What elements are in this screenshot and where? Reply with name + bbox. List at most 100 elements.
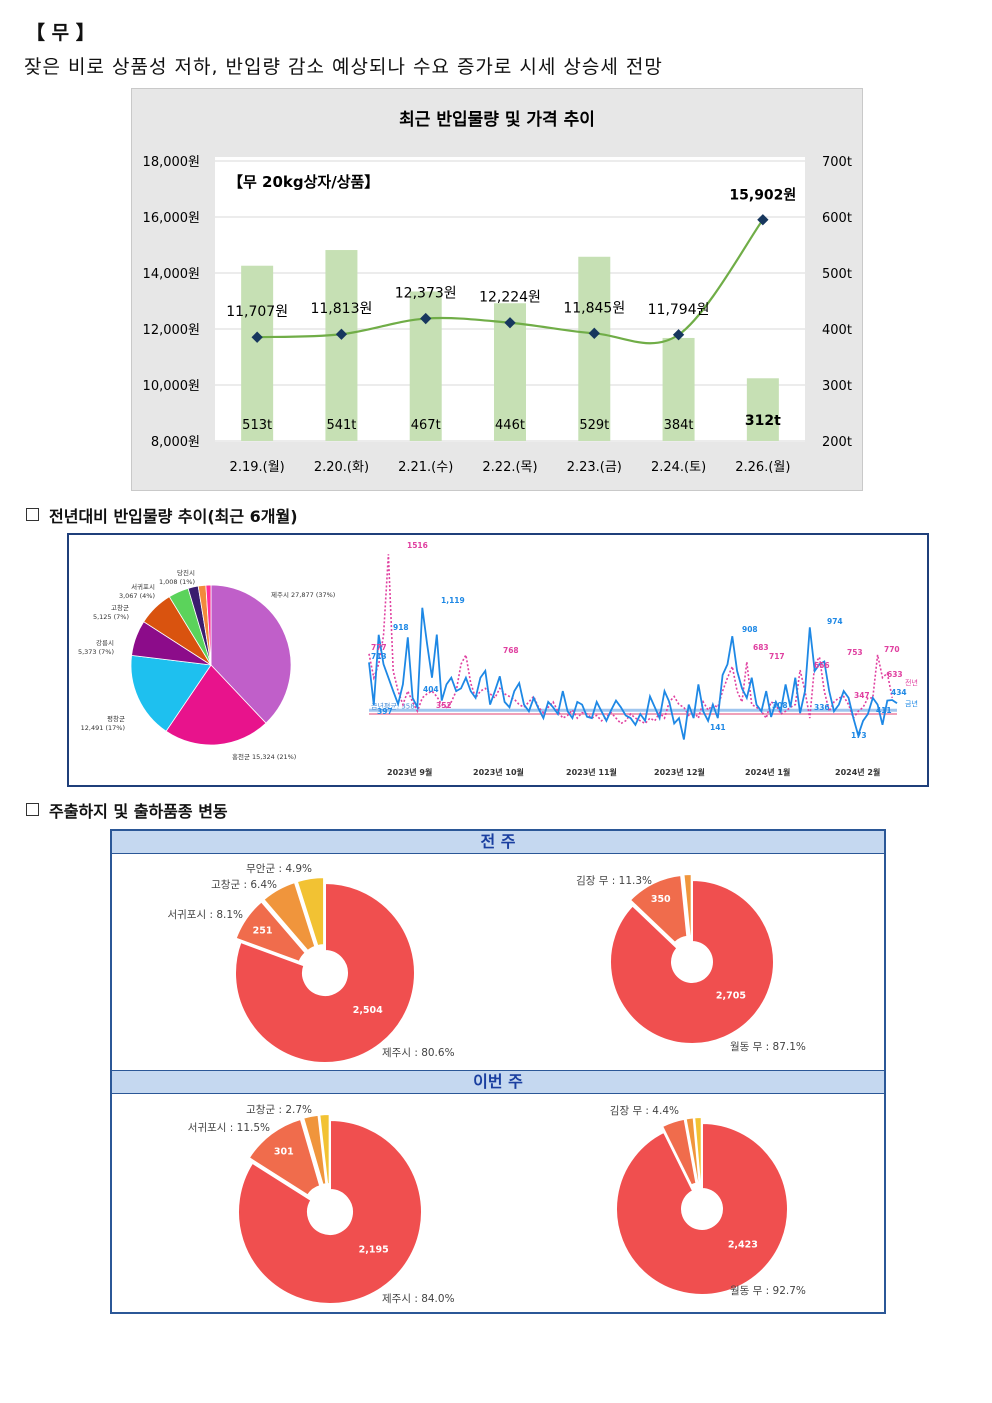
donut-outer-label: 월동 무 : 87.1%: [730, 1041, 806, 1053]
y-left-tick: 12,000원: [143, 323, 200, 338]
y-right-tick: 700t: [822, 155, 852, 170]
trend-data-label: 434: [891, 688, 907, 697]
x-tick: 2.20.(화): [314, 460, 369, 475]
trend-x-tick: 2024년 2월: [835, 767, 880, 777]
trend-data-label: 908: [742, 625, 758, 634]
donut-outer-label: 고창군 : 6.4%: [211, 879, 277, 891]
x-tick: 2.22.(목): [482, 460, 537, 475]
checkbox-icon: [26, 508, 39, 521]
y-left-tick: 14,000원: [143, 267, 200, 282]
trend-data-label: 411: [876, 706, 892, 715]
yoy-panel: 제주시 27,877 (37%) 홍천군 15,324 (21%) 평창군 12,49…: [67, 533, 929, 787]
section-title-yoy: 전년대비 반입물량 추이(최근 6개월): [26, 503, 298, 527]
donut-inner-label: 2,423: [728, 1239, 758, 1250]
donut-outer-label: 서귀포시 : 8.1%: [167, 909, 243, 921]
price-label: 12,373원: [395, 286, 457, 302]
origin-pie-slice: [165, 664, 267, 746]
donut-outer-label: 김장 무 : 4.4%: [610, 1105, 679, 1117]
trend-data-label: 347: [854, 691, 870, 700]
x-tick: 2.23.(금): [567, 460, 622, 475]
main-chart-title: 최근 반입물량 및 가격 추이: [399, 110, 595, 130]
trend-data-label: 918: [393, 623, 409, 632]
trend-data-label: 173: [851, 731, 867, 740]
section-title-shipping: 주출하지 및 출하품종 변동: [26, 798, 228, 822]
donut-outer-label: 월동 무 : 92.7%: [730, 1285, 806, 1297]
y-right-tick: 200t: [822, 435, 852, 450]
y-left-tick: 16,000원: [143, 211, 200, 226]
y-right-tick: 300t: [822, 379, 852, 394]
page-heading: 【 무 】: [26, 22, 95, 44]
donut-outer-label: 서귀포시 : 11.5%: [188, 1122, 270, 1134]
trend-x-tick: 2023년 12월: [654, 767, 705, 777]
unit-label: 【무 20kg상자/상품】: [228, 173, 379, 191]
volume-bar: [578, 256, 611, 441]
x-tick: 2.21.(수): [398, 460, 453, 475]
price-label: 11,794원: [648, 302, 710, 318]
trend-x-tick: 2024년 1월: [745, 767, 790, 777]
band-this-week: 이번 주: [112, 1070, 884, 1094]
origin-pie-label: 서귀포시: [131, 582, 155, 591]
volume-bar: [746, 378, 779, 441]
volume-label: 541t: [326, 418, 356, 433]
donut-inner-label: 2,504: [353, 1005, 383, 1016]
trend-data-label: 713: [371, 652, 387, 661]
trend-data-label: 768: [503, 646, 519, 655]
price-label: 11,813원: [310, 301, 372, 317]
donut-slice: [682, 873, 693, 938]
origin-pie-slice: [205, 584, 212, 666]
donut-slice: [628, 873, 689, 945]
section-title-shipping-text: 주출하지 및 출하품종 변동: [49, 802, 228, 821]
origin-pie-label: 제주시 27,877 (37%): [271, 591, 335, 599]
price-label: 15,902원: [729, 188, 796, 204]
x-tick: 2.24.(토): [651, 460, 706, 475]
legend-this-year: 금년: [905, 699, 918, 708]
x-tick: 2.26.(월): [735, 460, 790, 475]
main-chart: 최근 반입물량 및 가격 추이 【무 20kg상자/상품】 513t 541t 46…: [131, 88, 863, 491]
trend-data-label: 717: [769, 652, 785, 661]
volume-label: 384t: [664, 418, 694, 433]
donut-inner-label: 2,195: [359, 1245, 389, 1256]
checkbox-icon: [26, 803, 39, 816]
y-right-tick: 400t: [822, 323, 852, 338]
legend-last-year: 전년: [905, 678, 918, 687]
page-subtitle: 잦은 비로 상품성 저하, 반입량 감소 예상되나 수요 증가로 시세 상승세 …: [24, 56, 663, 78]
avg-label: 금년평균: 358: [371, 701, 415, 710]
donut-inner-label: 251: [253, 926, 273, 937]
trend-x-tick: 2023년 10월: [473, 767, 524, 777]
volume-bar: [662, 337, 695, 441]
trend-data-label: 633: [887, 670, 903, 679]
donut-charts-svg: 2,504 제주시 : 80.6% 251 서귀포시 : 8.1% 고창군 : 6.4%…: [167, 863, 806, 1305]
origin-pie-label: 고창군: [111, 604, 129, 612]
trend-data-label: 1,119: [441, 596, 465, 605]
trend-data-label: 1516: [407, 541, 428, 550]
donut-slice: [262, 880, 317, 953]
trend-data-label: 753: [847, 648, 863, 657]
price-marker: [335, 328, 348, 340]
trend-data-label: 974: [827, 617, 843, 626]
price-label: 11,845원: [563, 300, 625, 316]
donut-slice: [295, 876, 326, 948]
shipping-panel: 전 주 이번 주 2,504 제주시 : 80.6% 251 서귀포시 : 8.1% 고…: [110, 829, 886, 1314]
volume-label: 467t: [411, 418, 441, 433]
donut-slice: [237, 1118, 423, 1305]
origin-pie-label: 3,067 (4%): [119, 592, 155, 600]
origin-pie-label: 5,373 (7%): [78, 648, 114, 656]
price-marker: [420, 312, 432, 325]
donut-slice: [247, 1117, 322, 1197]
price-label: 12,224원: [479, 290, 541, 306]
trend-data-label: 141: [710, 723, 726, 732]
donut-slice: [609, 878, 775, 1045]
trend-data-label: 397: [377, 707, 393, 716]
y-left-tick: 10,000원: [143, 379, 200, 394]
this-year-line: [368, 607, 898, 740]
donut-slice: [693, 1116, 703, 1185]
donut-inner-label: 350: [651, 894, 671, 905]
trend-data-label: 777: [371, 643, 387, 652]
volume-bar: [325, 250, 358, 441]
donut-outer-label: 고창군 : 2.7%: [246, 1104, 312, 1116]
x-tick: 2.19.(월): [230, 460, 285, 475]
band-last-week: 전 주: [112, 830, 884, 854]
price-marker: [588, 327, 600, 339]
trend-data-label: 308: [772, 701, 788, 710]
origin-pie-label: 12,491 (17%): [81, 724, 125, 732]
